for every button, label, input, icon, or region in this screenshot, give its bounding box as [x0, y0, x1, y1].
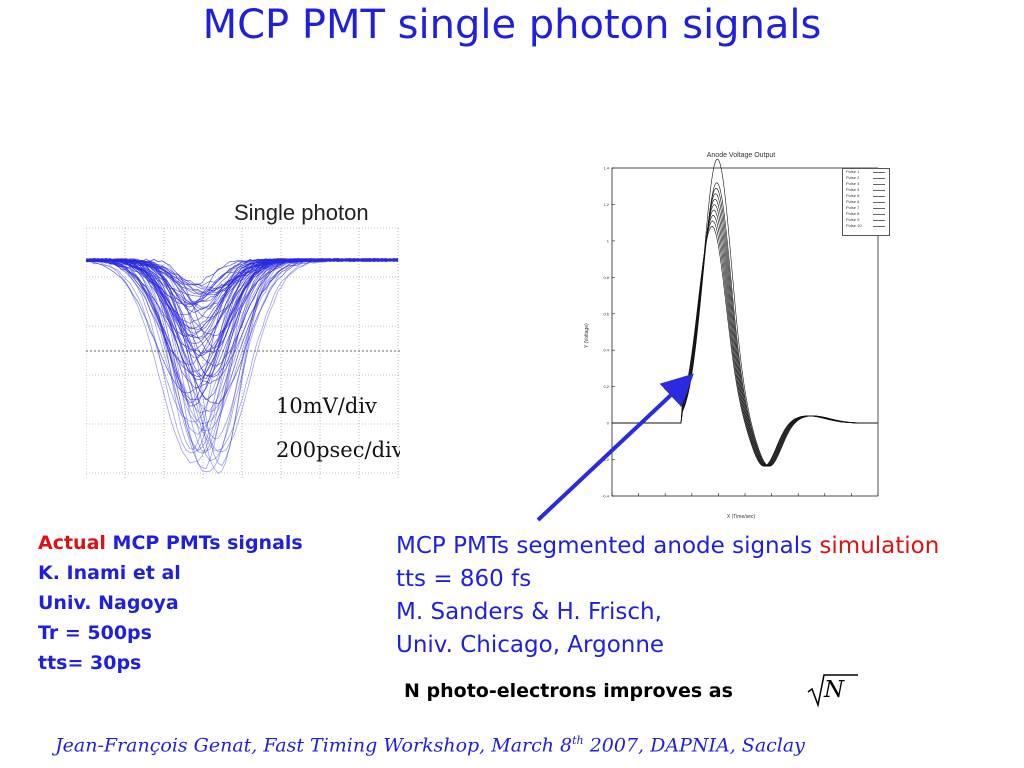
oscilloscope-traces [86, 227, 400, 480]
right-info-line4: Univ. Chicago, Argonne [396, 632, 665, 658]
oscilloscope-figure: Single photon 10mV/div 200psec/div [86, 198, 400, 480]
svg-text:0.8: 0.8 [603, 275, 609, 280]
svg-text:1.4: 1.4 [603, 166, 609, 171]
legend-entry: Pulse 8 [843, 211, 889, 217]
scope-hscale-label: 200psec/div [276, 438, 400, 462]
left-info-line1: MCP PMTs signals [105, 532, 303, 554]
legend-entry: Pulse 7 [843, 205, 889, 211]
svg-text:0.6: 0.6 [603, 311, 609, 316]
improves-text: N photo-electrons improves as [404, 680, 733, 702]
legend-entry: Pulse 1 [843, 169, 889, 175]
right-info-line1: MCP PMTs segmented anode signals [396, 533, 820, 559]
svg-text:0: 0 [607, 421, 610, 426]
footer-text-b: 2007, DAPNIA, Saclay [583, 734, 805, 757]
left-info-line2: K. Inami et al [38, 562, 181, 584]
actual-word: Actual [38, 532, 106, 554]
sim-xlabel: X (Time/sec) [726, 514, 756, 520]
legend-entry: Pulse 3 [843, 181, 889, 187]
sqrt-symbol [807, 674, 858, 708]
right-info-block: MCP PMTs segmented anode signals simulat… [396, 530, 939, 662]
simulation-figure: 1.4 1.2 1 0.8 0.6 0.4 0.2 0 -0.2 -0.4 Anode Volta… [584, 148, 896, 522]
left-info-line5: tts= 30ps [38, 652, 142, 674]
footer-sup: th [572, 734, 584, 747]
svg-text:-0.2: -0.2 [602, 457, 610, 462]
legend-entry: Pulse 6 [843, 199, 889, 205]
legend-entry: Pulse 10 [843, 223, 889, 229]
right-info-line3: M. Sanders & H. Frisch, [396, 599, 662, 625]
sim-legend: Pulse 1 Pulse 2 Pulse 3 Pulse 4 Pulse 5 Pulse… [842, 168, 890, 236]
svg-text:1: 1 [607, 238, 610, 243]
svg-text:-0.4: -0.4 [602, 494, 610, 499]
sim-title: Anode Voltage Output [706, 152, 776, 159]
sqrt-variable: N [824, 677, 845, 703]
legend-entry: Pulse 2 [843, 175, 889, 181]
scope-vscale-label: 10mV/div [276, 394, 377, 418]
left-info-block: Actual MCP PMTs signals K. Inami et al U… [38, 528, 303, 678]
simulation-traces: 1.4 1.2 1 0.8 0.6 0.4 0.2 0 -0.2 -0.4 [602, 158, 879, 499]
legend-entry: Pulse 4 [843, 187, 889, 193]
right-info-line2: tts = 860 fs [396, 566, 532, 592]
legend-entry: Pulse 9 [843, 217, 889, 223]
svg-text:0.4: 0.4 [603, 348, 609, 353]
simulation-word: simulation [819, 533, 940, 559]
svg-text:0.2: 0.2 [603, 384, 609, 389]
left-info-line3: Univ. Nagoya [38, 592, 179, 614]
slide-title: MCP PMT single photon signals [202, 2, 822, 48]
left-info-line4: Tr = 500ps [38, 622, 152, 644]
legend-entry: Pulse 5 [843, 193, 889, 199]
scope-title: Single photon [234, 200, 369, 225]
svg-text:1.2: 1.2 [603, 202, 609, 207]
footer: Jean-François Genat, Fast Timing Worksho… [0, 734, 860, 756]
footer-text-a: Jean-François Genat, Fast Timing Worksho… [55, 734, 573, 757]
